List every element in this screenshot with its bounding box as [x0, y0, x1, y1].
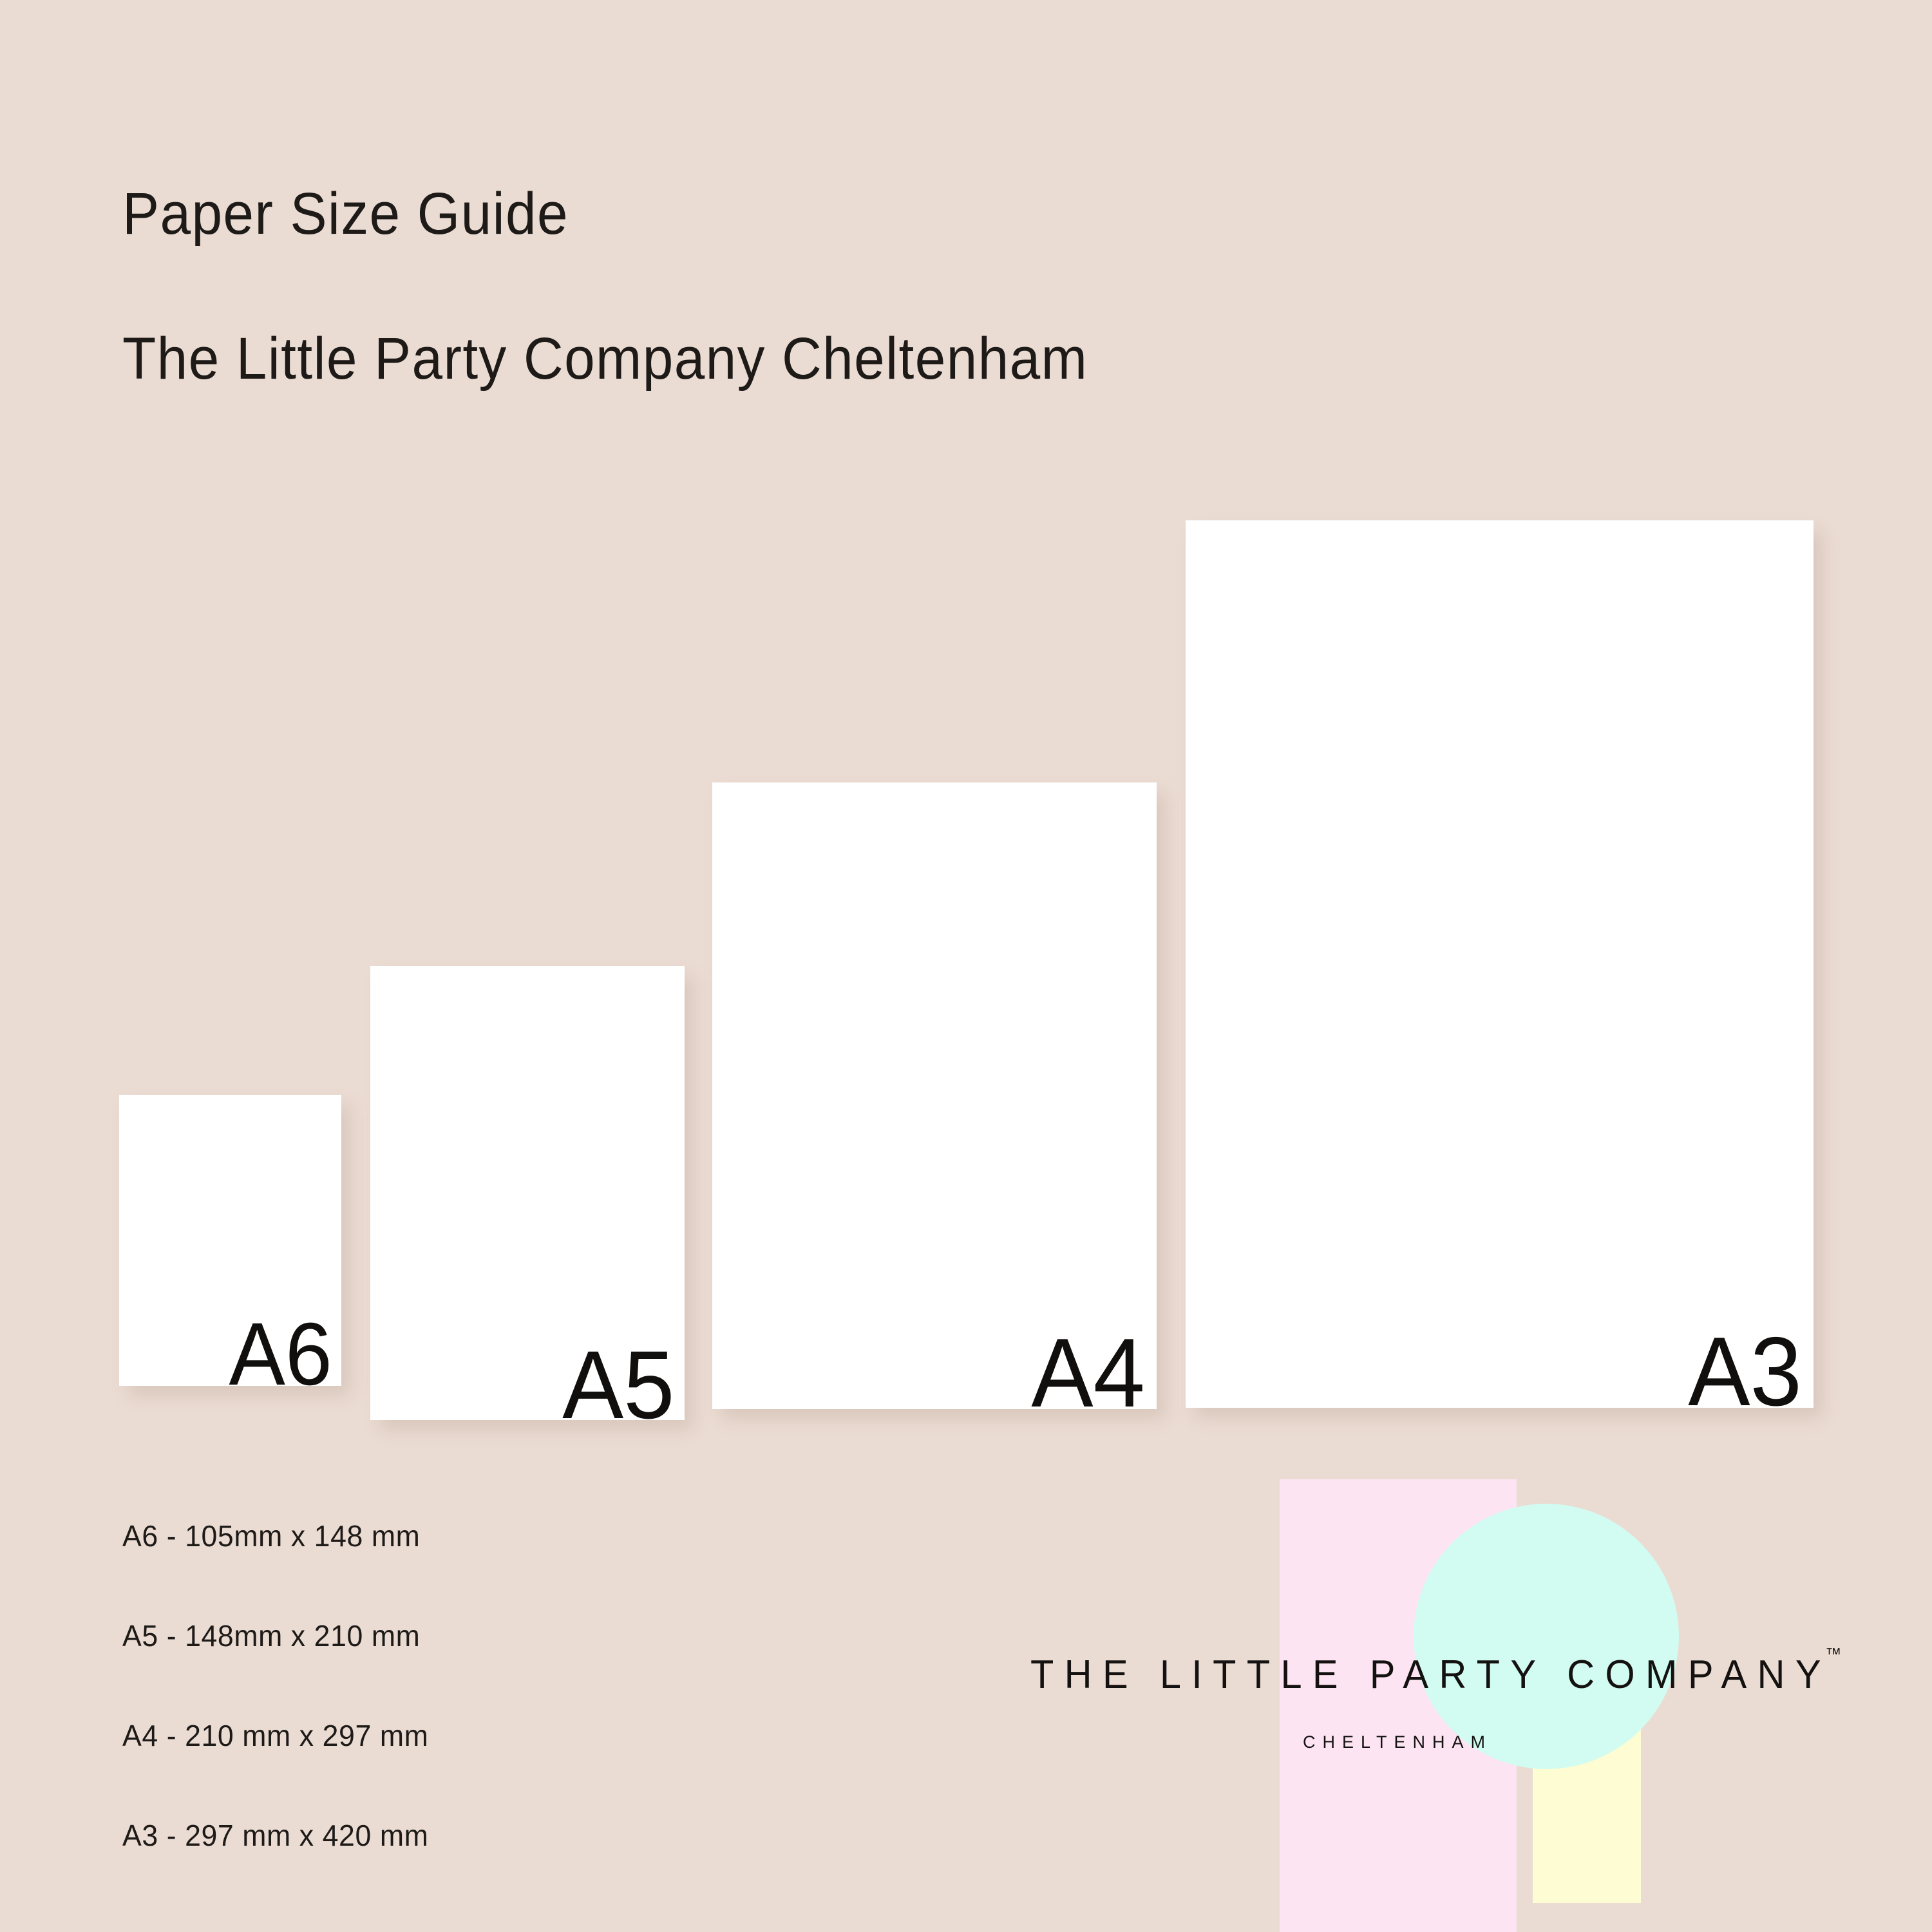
paper-sheet-label-a5: A5 [562, 1331, 674, 1439]
logo-wordmark-text: THE LITTLE PARTY COMPANY [1030, 1653, 1832, 1697]
page-title: Paper Size Guide [122, 181, 569, 247]
paper-sheet-a6: A6 [119, 1095, 341, 1399]
paper-sheet-a3: A3 [1186, 520, 1814, 1421]
brand-logo: THE LITTLE PARTY COMPANY™ CHELTENHAM [1030, 1468, 1932, 1932]
paper-sheet-a4: A4 [712, 782, 1157, 1422]
page-subtitle: The Little Party Company Cheltenham [122, 326, 1088, 392]
dimension-list: A6 - 105mm x 148 mm A5 - 148mm x 210 mm … [122, 1517, 831, 1916]
logo-location-text: CHELTENHAM [1302, 1732, 1493, 1752]
paper-sheet-label-a3: A3 [1688, 1317, 1802, 1426]
logo-mint-circle-shape [1414, 1504, 1679, 1769]
logo-wordmark: THE LITTLE PARTY COMPANY™ [1030, 1644, 1841, 1698]
dimension-row-a3: A3 - 297 mm x 420 mm [122, 1819, 429, 1852]
dimension-row-a6: A6 - 105mm x 148 mm [122, 1519, 421, 1553]
trademark-icon: ™ [1825, 1644, 1842, 1664]
paper-sheet-a5: A5 [370, 966, 685, 1433]
dimension-row-a4: A4 - 210 mm x 297 mm [122, 1719, 429, 1752]
paper-sheet-label-a6: A6 [229, 1305, 332, 1404]
paper-sheet-label-a4: A4 [1031, 1318, 1145, 1428]
dimension-row-a5: A5 - 148mm x 210 mm [122, 1619, 421, 1653]
